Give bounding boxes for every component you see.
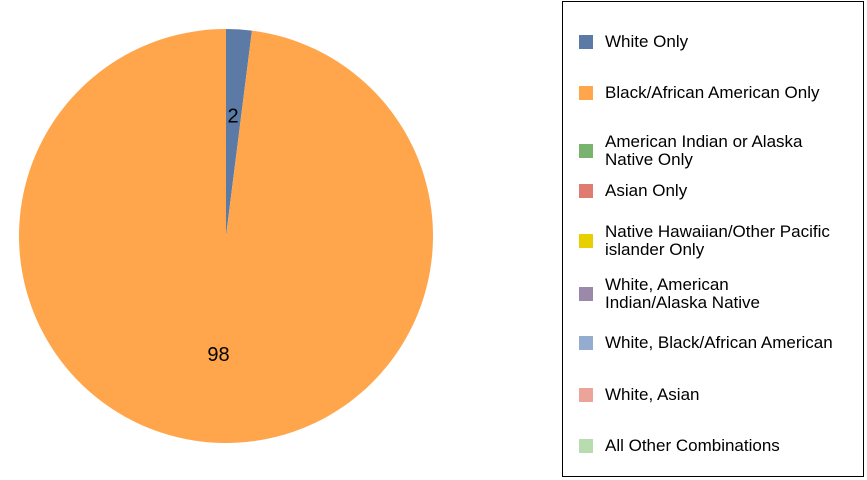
legend-swatch [579, 86, 593, 100]
legend-item: Black/African American Only [579, 84, 859, 102]
legend: White Only Black/African American Only Ame… [562, 1, 864, 477]
legend-item: White, Asian [579, 386, 859, 404]
legend-label: Native Hawaiian/Other Pacific islander O… [605, 222, 830, 259]
pie-slice [226, 29, 252, 236]
legend-item: White, Black/African American [579, 334, 859, 352]
legend-label: Black/African American Only [605, 83, 820, 102]
legend-item: White, American Indian/Alaska Native [579, 276, 859, 312]
legend-label: White, American Indian/Alaska Native [605, 275, 760, 312]
legend-item: White Only [579, 33, 859, 51]
data-label: 98 [207, 344, 229, 366]
legend-swatch [579, 184, 593, 198]
legend-swatch [579, 35, 593, 49]
legend-swatch [579, 234, 593, 248]
legend-swatch [579, 388, 593, 402]
legend-swatch [579, 287, 593, 301]
legend-label: White, Black/African American [605, 333, 833, 352]
legend-item: Asian Only [579, 182, 859, 200]
legend-label: White, Asian [605, 385, 700, 404]
data-label: 2 [227, 105, 238, 127]
legend-label: All Other Combinations [605, 436, 780, 455]
legend-label: White Only [605, 32, 689, 51]
legend-swatch [579, 439, 593, 453]
legend-swatch [579, 144, 593, 158]
legend-item: American Indian or Alaska Native Only [579, 133, 859, 169]
legend-item: Native Hawaiian/Other Pacific islander O… [579, 223, 859, 259]
pie-slice [19, 29, 433, 443]
legend-swatch [579, 336, 593, 350]
pie-area: 2 98 [19, 29, 433, 443]
legend-item: All Other Combinations [579, 437, 859, 455]
legend-label: Asian Only [605, 181, 688, 200]
legend-label: American Indian or Alaska Native Only [605, 132, 803, 169]
